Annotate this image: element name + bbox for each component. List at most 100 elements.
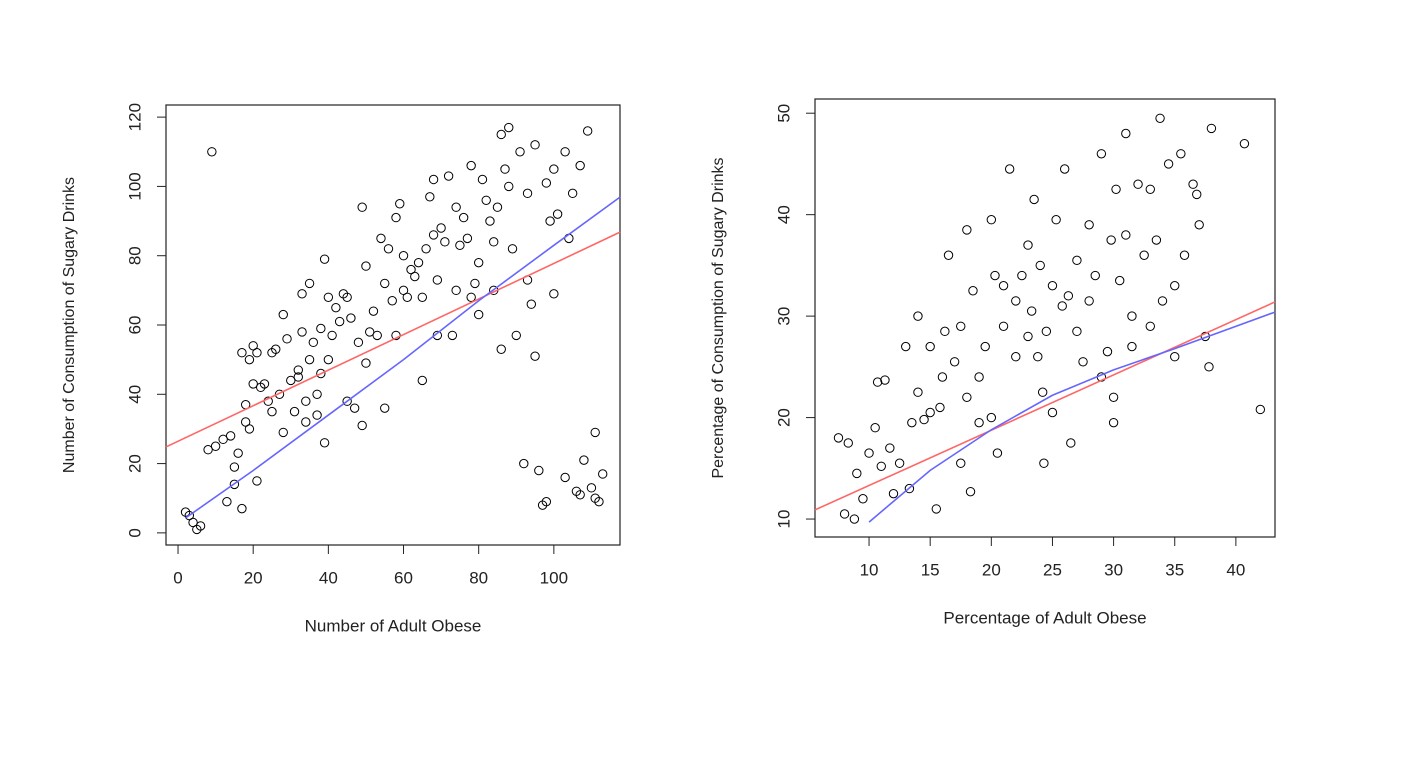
point xyxy=(530,140,540,150)
point xyxy=(195,521,206,531)
fit-line xyxy=(185,196,621,519)
point xyxy=(391,212,401,223)
x-tick-label: 80 xyxy=(469,568,488,587)
point xyxy=(342,396,352,406)
point xyxy=(203,445,213,455)
point xyxy=(1047,280,1058,291)
x-axis-label: Number of Adult Obese xyxy=(305,616,482,635)
point xyxy=(974,372,984,382)
point xyxy=(293,372,303,382)
point xyxy=(395,199,405,209)
point xyxy=(225,431,236,441)
point xyxy=(560,147,570,157)
point xyxy=(582,126,593,136)
point xyxy=(1047,407,1058,418)
point xyxy=(308,337,319,348)
point xyxy=(278,309,288,320)
point xyxy=(575,490,585,500)
point xyxy=(402,292,412,302)
point xyxy=(1155,113,1165,123)
point xyxy=(880,375,890,385)
point xyxy=(458,212,469,223)
point xyxy=(489,237,499,247)
point xyxy=(1004,164,1015,174)
point xyxy=(304,278,315,289)
point xyxy=(1139,250,1149,260)
point xyxy=(323,354,334,365)
point xyxy=(481,195,491,205)
point xyxy=(398,251,409,261)
point xyxy=(297,327,307,337)
point xyxy=(432,330,443,341)
x-tick-label: 100 xyxy=(540,568,568,587)
point xyxy=(1133,179,1143,189)
point xyxy=(888,488,899,499)
point xyxy=(962,225,972,235)
point xyxy=(417,292,428,302)
point xyxy=(1115,275,1125,286)
point xyxy=(274,389,285,399)
point xyxy=(885,443,895,453)
point xyxy=(552,209,563,219)
point xyxy=(316,323,326,334)
point xyxy=(477,174,488,185)
point xyxy=(380,403,390,413)
point xyxy=(417,375,428,386)
point xyxy=(278,427,288,438)
point xyxy=(1106,235,1116,245)
point xyxy=(244,354,255,365)
point xyxy=(530,351,540,361)
y-tick-label: 20 xyxy=(125,454,144,473)
point xyxy=(937,372,948,382)
point xyxy=(1011,352,1021,362)
point xyxy=(974,417,984,428)
point xyxy=(504,181,514,192)
point xyxy=(1176,149,1186,159)
point xyxy=(913,387,923,397)
point xyxy=(455,240,465,251)
point xyxy=(331,302,341,313)
point xyxy=(1151,235,1162,245)
y-tick-label: 50 xyxy=(774,104,793,123)
point xyxy=(500,164,510,174)
point xyxy=(998,321,1009,331)
point xyxy=(1170,280,1180,291)
point xyxy=(1121,230,1131,240)
point xyxy=(473,257,484,268)
point xyxy=(349,403,360,413)
x-tick-label: 10 xyxy=(860,560,879,579)
point xyxy=(998,280,1009,291)
point xyxy=(1084,220,1094,230)
point xyxy=(1023,240,1033,250)
point xyxy=(522,188,533,199)
point xyxy=(980,341,990,352)
point xyxy=(1096,149,1107,159)
x-tick-label: 60 xyxy=(394,568,413,587)
x-tick-label: 20 xyxy=(982,560,1001,579)
point xyxy=(1023,331,1033,342)
point xyxy=(229,462,240,472)
point xyxy=(870,423,880,433)
y-tick-label: 80 xyxy=(125,246,144,265)
point xyxy=(590,427,600,438)
point xyxy=(1179,250,1190,260)
point xyxy=(312,410,322,420)
point xyxy=(1111,184,1121,194)
point xyxy=(849,514,860,524)
point xyxy=(1072,255,1082,266)
point xyxy=(843,438,853,448)
fit-line xyxy=(814,301,1276,511)
point xyxy=(357,202,367,212)
point xyxy=(413,257,424,268)
y-tick-label: 30 xyxy=(774,307,793,326)
point xyxy=(1108,392,1119,402)
y-tick-label: 40 xyxy=(125,385,144,404)
point xyxy=(451,202,461,212)
point xyxy=(252,348,262,358)
point xyxy=(1192,189,1202,200)
point xyxy=(526,299,537,309)
point xyxy=(289,406,300,417)
point xyxy=(940,326,950,337)
point xyxy=(901,341,911,352)
